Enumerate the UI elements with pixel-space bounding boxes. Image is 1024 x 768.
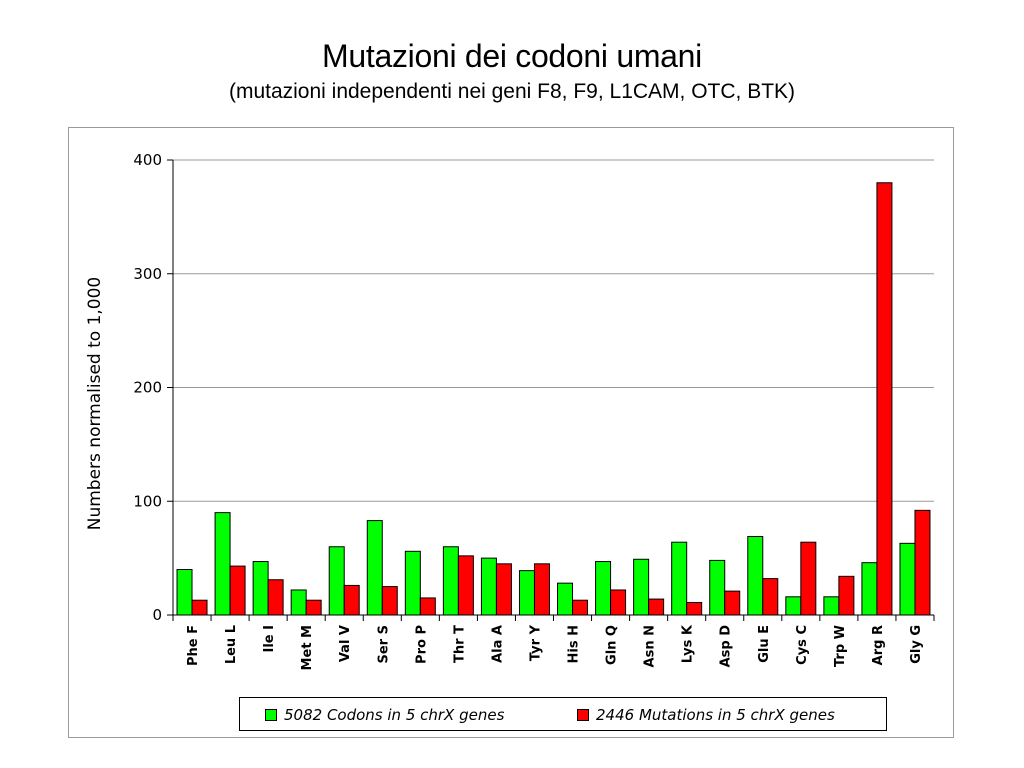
bar-mutations-1 [229, 565, 246, 616]
category-label-0: Phe F [186, 625, 201, 666]
category-label-14: Asp D [719, 625, 734, 668]
bar-codons-19 [899, 542, 916, 616]
legend-item-codons: 5082 Codons in 5 chrX genes [265, 705, 504, 725]
bar-mutations-10 [572, 599, 589, 616]
category-label-4: Val V [338, 625, 353, 662]
bar-codons-10 [557, 582, 574, 616]
bar-codons-18 [861, 562, 878, 616]
legend-swatch-codons [265, 709, 277, 721]
chart-area: 0 100 200 300 400 Phe F Leu L Ile I Met M Val V Se… [68, 127, 954, 738]
category-label-19: Gly G [909, 625, 924, 664]
category-label-10: His H [567, 625, 582, 663]
bar-mutations-16 [800, 541, 817, 616]
bar-mutations-12 [648, 598, 665, 616]
category-label-1: Leu L [224, 625, 239, 664]
category-label-3: Met M [300, 625, 315, 670]
bar-codons-8 [480, 557, 497, 616]
category-label-18: Arg R [871, 625, 886, 665]
bar-codons-11 [595, 561, 612, 616]
y-tick-label-400: 400 [133, 151, 162, 169]
bar-chart: 0 100 200 300 400 Phe F Leu L Ile I Met M Val V Se… [85, 151, 935, 670]
bar-mutations-8 [495, 563, 512, 616]
y-axis-label: Numbers normalised to 1,000 [85, 277, 105, 531]
bar-mutations-6 [419, 597, 436, 616]
category-label-6: Pro P [414, 625, 429, 664]
legend-label-codons: 5082 Codons in 5 chrX genes [284, 706, 505, 724]
category-label-12: Asn N [643, 625, 658, 667]
y-tick-label-200: 200 [133, 379, 162, 397]
bar-mutations-3 [305, 599, 322, 616]
bar-codons-4 [328, 546, 345, 616]
bar-mutations-15 [762, 578, 779, 616]
bar-codons-2 [252, 561, 269, 616]
bar-mutations-18 [876, 182, 893, 616]
bar-mutations-2 [267, 579, 284, 616]
bar-codons-7 [442, 546, 459, 616]
chart-title: Mutazioni dei codoni umani [322, 38, 702, 74]
legend-item-mutations: 2446 Mutations in 5 chrX genes [577, 705, 835, 725]
y-tick-label-300: 300 [133, 265, 162, 283]
category-label-9: Tyr Y [528, 624, 543, 661]
legend-label-mutations: 2446 Mutations in 5 chrX genes [596, 706, 835, 724]
bar-codons-6 [404, 550, 421, 616]
bar-mutations-14 [724, 590, 741, 616]
bar-codons-13 [671, 541, 688, 616]
bar-codons-0 [176, 569, 193, 616]
category-label-11: Gln Q [605, 625, 620, 665]
bar-codons-15 [747, 536, 764, 616]
category-label-8: Ala A [490, 625, 505, 663]
bar-mutations-7 [457, 555, 474, 616]
legend-swatch-mutations [577, 709, 589, 721]
bar-codons-17 [823, 596, 840, 616]
category-label-7: Thr T [452, 625, 467, 663]
bar-codons-14 [709, 559, 726, 616]
bar-mutations-13 [686, 601, 703, 616]
bar-codons-1 [214, 512, 231, 616]
category-label-15: Glu E [757, 625, 772, 663]
chart-subtitle: (mutazioni independenti nei geni F8, F9,… [228, 80, 796, 103]
bar-mutations-11 [610, 589, 627, 616]
bar-codons-9 [518, 570, 535, 616]
bar-codons-12 [633, 558, 650, 616]
category-label-5: Ser S [376, 625, 391, 663]
bar-codons-5 [366, 520, 383, 616]
bar-mutations-4 [343, 584, 360, 616]
legend: 5082 Codons in 5 chrX genes 2446 Mutatio… [239, 697, 887, 731]
bar-mutations-0 [191, 599, 208, 616]
bar-codons-3 [290, 589, 307, 616]
bar-mutations-5 [381, 586, 398, 616]
bar-mutations-9 [533, 563, 550, 616]
bar-mutations-17 [838, 575, 855, 616]
category-label-2: Ile I [262, 625, 277, 652]
bar-mutations-19 [914, 509, 931, 616]
y-tick-label-100: 100 [133, 492, 162, 510]
bar-codons-16 [785, 596, 802, 616]
category-label-17: Trp W [833, 625, 848, 667]
category-label-16: Cys C [795, 625, 810, 665]
y-tick-label-0: 0 [152, 606, 162, 624]
category-label-13: Lys K [681, 624, 696, 663]
